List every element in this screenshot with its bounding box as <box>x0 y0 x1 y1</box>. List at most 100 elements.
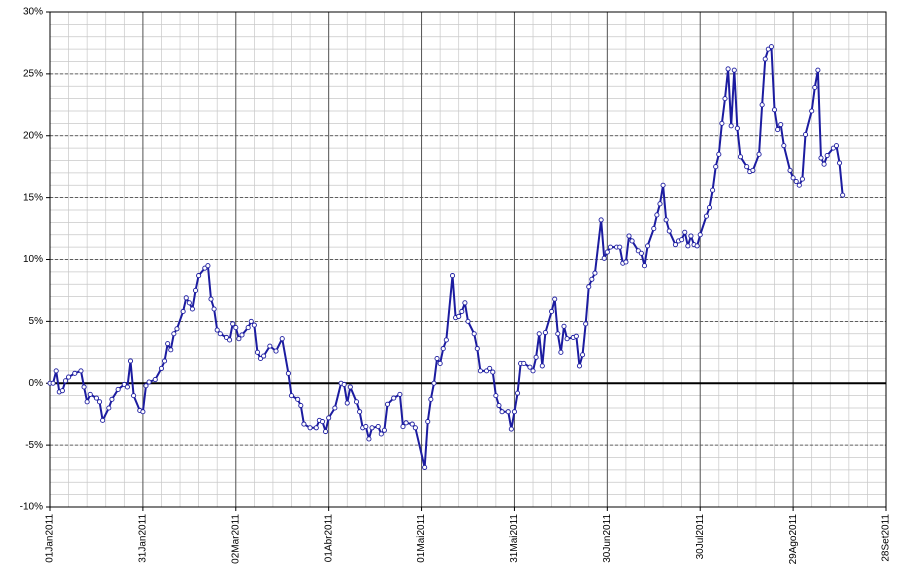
point <box>744 164 750 170</box>
y-tick-label: 30% <box>23 7 43 18</box>
point <box>267 343 273 349</box>
point <box>363 424 369 430</box>
point <box>654 212 660 218</box>
point <box>762 56 768 62</box>
point <box>759 102 765 108</box>
point <box>180 308 186 315</box>
point <box>378 431 384 437</box>
y-tick-label: 15% <box>23 192 43 203</box>
point <box>81 384 87 390</box>
point <box>78 368 84 374</box>
point <box>165 341 171 347</box>
point <box>217 331 223 337</box>
point <box>323 428 329 435</box>
point <box>508 426 514 432</box>
point <box>50 380 56 386</box>
point <box>313 425 319 431</box>
point <box>391 395 397 401</box>
point <box>124 384 130 390</box>
point <box>607 244 613 250</box>
point <box>357 409 363 415</box>
point <box>239 332 245 338</box>
point <box>651 226 657 232</box>
point <box>59 388 65 394</box>
y-tick-label: -5% <box>25 440 43 451</box>
point <box>775 127 781 133</box>
point <box>301 421 307 427</box>
point <box>189 306 195 312</box>
point <box>254 349 261 355</box>
point <box>710 187 716 193</box>
point <box>812 84 818 91</box>
point <box>728 123 734 129</box>
point <box>573 333 579 339</box>
point <box>183 295 189 301</box>
point <box>802 131 809 138</box>
point <box>459 308 465 315</box>
point <box>527 364 533 370</box>
point <box>332 405 338 411</box>
point <box>533 354 539 360</box>
point <box>833 143 840 149</box>
point <box>326 415 332 421</box>
point <box>821 161 827 167</box>
point <box>425 419 431 425</box>
point <box>722 96 728 102</box>
point <box>536 331 542 337</box>
y-tick-label: 25% <box>23 69 43 80</box>
point <box>248 318 254 324</box>
point <box>840 192 846 198</box>
point <box>645 243 651 249</box>
point <box>598 217 604 223</box>
point <box>409 421 415 427</box>
point <box>273 348 279 354</box>
point <box>288 393 295 399</box>
point <box>251 322 257 328</box>
point <box>344 400 350 406</box>
point <box>604 249 610 255</box>
point <box>465 318 471 324</box>
point <box>499 409 505 415</box>
x-tick-label: 31Mai2011 <box>509 514 520 563</box>
point <box>214 327 220 333</box>
point <box>106 405 112 411</box>
point <box>514 390 521 396</box>
point <box>152 376 158 383</box>
point <box>422 464 428 470</box>
point <box>511 409 517 415</box>
point <box>66 374 72 380</box>
point <box>539 363 545 369</box>
y-tick-label: 0% <box>29 378 44 389</box>
point <box>471 331 477 337</box>
point <box>397 391 403 397</box>
point <box>737 154 744 160</box>
y-tick-label: -10% <box>20 502 43 513</box>
y-tick-label: 10% <box>23 254 43 265</box>
point <box>815 67 821 73</box>
point <box>790 175 796 181</box>
point <box>307 425 313 431</box>
point <box>186 300 192 306</box>
point <box>477 368 483 374</box>
y-tick-label: 5% <box>29 316 44 327</box>
point <box>657 201 663 207</box>
point <box>505 409 511 415</box>
point <box>750 167 756 173</box>
point <box>440 346 446 352</box>
x-tick-label: 01Jan2011 <box>45 514 56 563</box>
point <box>697 232 703 238</box>
point <box>542 329 548 336</box>
x-tick-label: 31Jan2011 <box>138 514 149 563</box>
point <box>731 67 737 73</box>
point <box>158 365 165 371</box>
x-tick-label: 30Jul2011 <box>695 514 706 560</box>
point <box>72 370 78 376</box>
point <box>53 368 59 374</box>
point <box>279 336 285 342</box>
point <box>347 384 353 390</box>
point <box>496 402 502 409</box>
point <box>400 424 406 430</box>
point <box>716 151 722 157</box>
point <box>576 363 583 369</box>
point <box>236 336 242 342</box>
